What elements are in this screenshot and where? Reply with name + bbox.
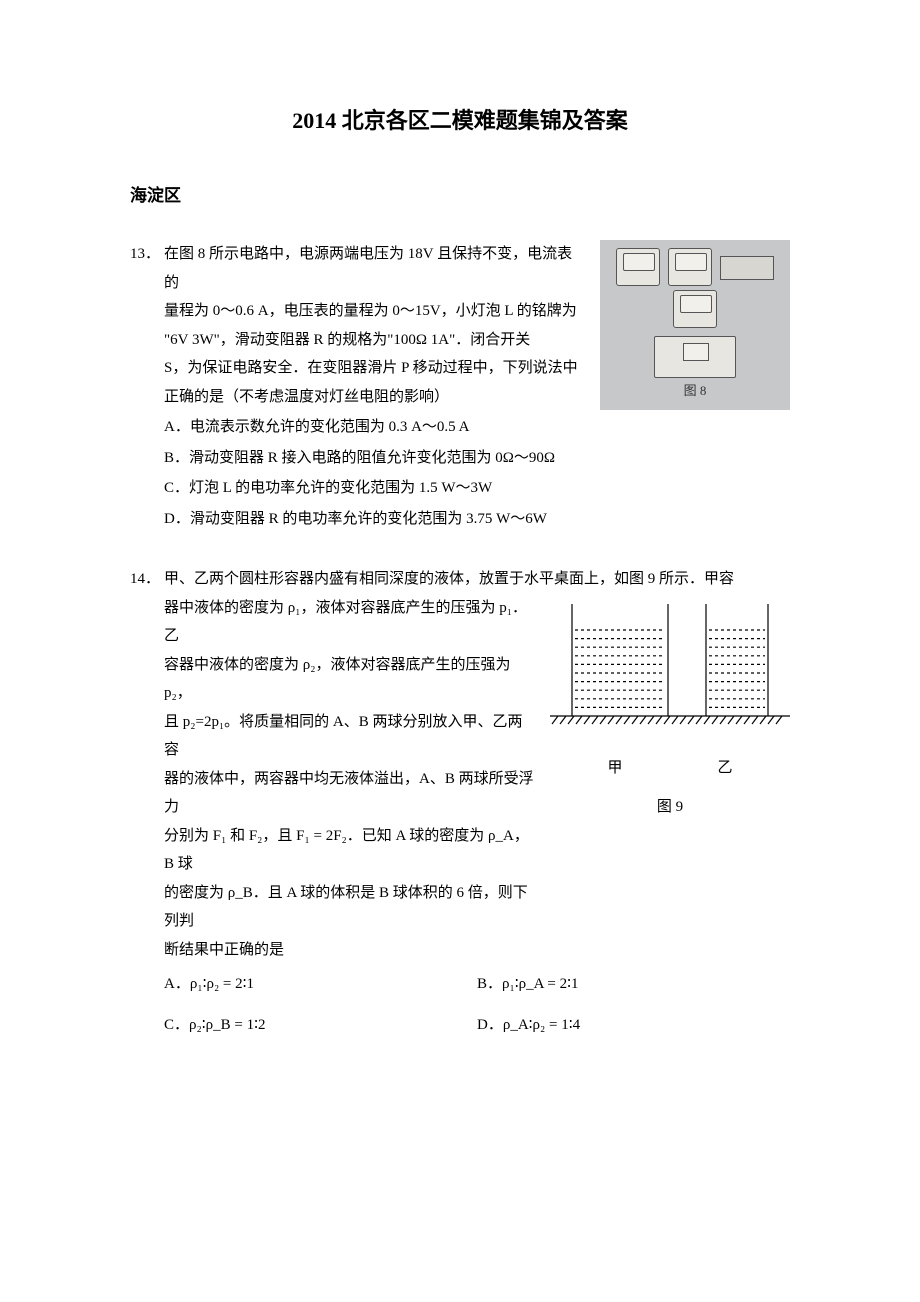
- figure-8: 图 8: [600, 240, 790, 410]
- question-number: 14．: [130, 565, 160, 594]
- stem-line: S，为保证电路安全．在变阻器滑片 P 移动过程中，下列说法中: [164, 354, 586, 383]
- stem-line: 在图 8 所示电路中，电源两端电压为 18V 且保持不变，电流表的: [164, 240, 586, 297]
- meter-icon: [673, 290, 717, 328]
- power-supply-icon: [654, 336, 736, 378]
- stem-line: 的密度为 ρ_B．且 A 球的体积是 B 球体积的 6 倍，则下列判: [164, 879, 536, 936]
- stem-line: 甲、乙两个圆柱形容器内盛有相同深度的液体，放置于水平桌面上，如图 9 所示．甲容: [164, 565, 790, 594]
- question-14: 14． 甲、乙两个圆柱形容器内盛有相同深度的液体，放置于水平桌面上，如图 9 所…: [130, 565, 790, 1045]
- stem-line: 器中液体的密度为 ρ₁，液体对容器底产生的压强为 p₁．乙: [164, 594, 536, 651]
- figure-9-svg: [550, 594, 790, 744]
- figure-9-caption: 图 9: [550, 793, 790, 822]
- choice-d: D．ρ_A∶ρ₂ = 1∶4: [477, 1011, 790, 1040]
- stem-line: 器的液体中，两容器中均无液体溢出，A、B 两球所受浮力: [164, 765, 536, 822]
- rheostat-icon: [720, 256, 774, 280]
- stem-line: 分别为 F₁ 和 F₂，且 F₁ = 2F₂．已知 A 球的密度为 ρ_A，B …: [164, 822, 536, 879]
- stem-line: 量程为 0～0.6 A，电压表的量程为 0～15V，小灯泡 L 的铭牌为: [164, 297, 586, 326]
- figure-9: 甲 乙 图 9: [550, 594, 790, 822]
- stem-line: 且 p₂=2p₁。将质量相同的 A、B 两球分别放入甲、乙两容: [164, 708, 536, 765]
- section-header: 海淀区: [130, 180, 790, 212]
- figure-9-label-right: 乙: [717, 754, 732, 783]
- figure-8-caption: 图 8: [600, 379, 790, 404]
- choices: A．电流表示数允许的变化范围为 0.3 A～0.5 A B．滑动变阻器 R 接入…: [164, 413, 586, 533]
- choice-a: A．电流表示数允许的变化范围为 0.3 A～0.5 A: [164, 413, 586, 442]
- stem-line: "6V 3W"，滑动变阻器 R 的规格为"100Ω 1A"．闭合开关: [164, 326, 586, 355]
- choices: A．ρ₁∶ρ₂ = 2∶1 B．ρ₁∶ρ_A = 2∶1 C．ρ₂∶ρ_B = …: [164, 964, 790, 1045]
- choice-b: B．ρ₁∶ρ_A = 2∶1: [477, 970, 790, 999]
- choice-c: C．灯泡 L 的电功率允许的变化范围为 1.5 W～3W: [164, 474, 586, 503]
- choice-d: D．滑动变阻器 R 的电功率允许的变化范围为 3.75 W～6W: [164, 505, 586, 534]
- figure-9-label-left: 甲: [607, 754, 622, 783]
- choice-c: C．ρ₂∶ρ_B = 1∶2: [164, 1011, 477, 1040]
- stem-line: 断结果中正确的是: [164, 936, 536, 965]
- choice-a: A．ρ₁∶ρ₂ = 2∶1: [164, 970, 477, 999]
- choice-b: B．滑动变阻器 R 接入电路的阻值允许变化范围为 0Ω～90Ω: [164, 444, 586, 473]
- voltmeter-icon: [668, 248, 712, 286]
- ammeter-icon: [616, 248, 660, 286]
- page-title: 2014 北京各区二模难题集锦及答案: [130, 100, 790, 142]
- question-13: 13． 在图 8 所示电路中，电源两端电压为 18V 且保持不变，电流表的 量程…: [130, 240, 790, 535]
- question-number: 13．: [130, 240, 160, 269]
- stem-line: 容器中液体的密度为 ρ₂，液体对容器底产生的压强为 p₂，: [164, 651, 536, 708]
- stem-line: 正确的是（不考虑温度对灯丝电阻的影响）: [164, 383, 586, 412]
